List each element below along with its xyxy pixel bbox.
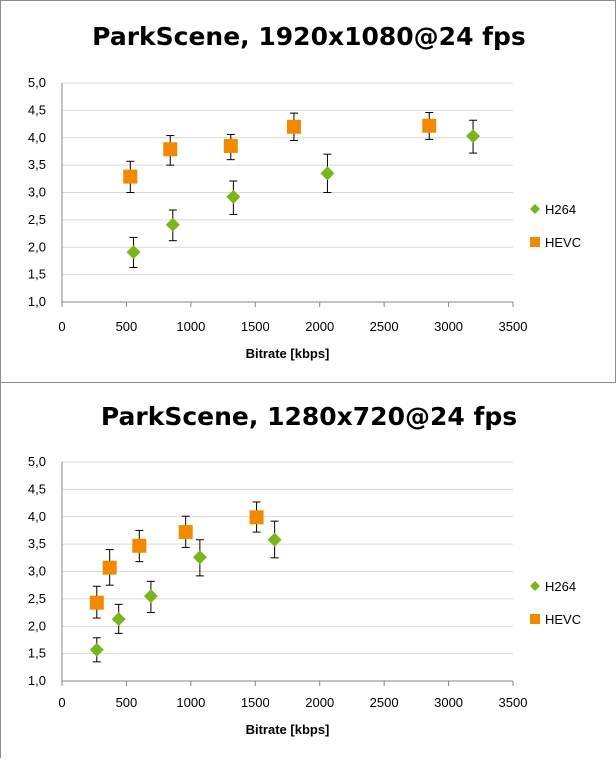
y-tick-label: 3,5 <box>28 157 46 172</box>
x-tick-label: 2500 <box>370 319 399 334</box>
data-point-h264 <box>466 129 481 144</box>
x-tick-label: 1000 <box>176 319 205 334</box>
legend-label: H264 <box>545 202 576 217</box>
y-tick-label: 2,5 <box>28 591 46 606</box>
y-tick-label: 1,0 <box>28 294 46 309</box>
y-tick-label: 1,0 <box>28 673 46 688</box>
x-tick-label: 0 <box>58 319 65 334</box>
x-axis-label: Bitrate [kbps] <box>246 346 330 361</box>
chart-panel-1080p: ParkScene, 1920x1080@24 fps 1,0 1,5 2,0 2,5 3… <box>0 0 616 382</box>
x-tick-label: 0 <box>58 695 65 710</box>
legend-marker-hevc <box>530 614 540 624</box>
data-point-h264 <box>165 217 180 232</box>
data-point-hevc <box>102 560 117 575</box>
y-tick-label: 3,0 <box>28 564 46 579</box>
x-tick-label: 2000 <box>305 695 334 710</box>
data-point-hevc <box>132 538 147 553</box>
x-tick-label: 3500 <box>499 319 528 334</box>
data-point-h264 <box>320 166 335 181</box>
x-tick-label: 2500 <box>370 695 399 710</box>
y-tick-label: 1,5 <box>28 646 46 661</box>
x-axis-label: Bitrate [kbps] <box>246 722 330 737</box>
legend-label: HEVC <box>545 235 581 250</box>
chart-1080p: ParkScene, 1920x1080@24 fps 1,0 1,5 2,0 2,5 3… <box>28 22 581 361</box>
x-tick-label: 500 <box>116 695 138 710</box>
data-point-hevc <box>163 142 178 157</box>
data-point-h264 <box>111 612 126 627</box>
data-point-h264 <box>126 245 141 260</box>
legend-marker-h264 <box>530 581 540 591</box>
data-point-h264 <box>89 642 104 657</box>
y-tick-label: 2,0 <box>28 239 46 254</box>
data-point-h264 <box>267 532 282 547</box>
y-tick-label: 3,0 <box>28 185 46 200</box>
x-tick-label: 3000 <box>434 319 463 334</box>
x-tick-label: 3000 <box>434 695 463 710</box>
x-tick-label: 3500 <box>499 695 528 710</box>
data-point-h264 <box>143 589 158 604</box>
x-tick-label: 2000 <box>305 319 334 334</box>
y-tick-label: 1,5 <box>28 267 46 282</box>
x-tick-label: 1500 <box>241 695 270 710</box>
y-tick-label: 5,0 <box>28 75 46 90</box>
y-tick-label: 4,0 <box>28 130 46 145</box>
data-point-hevc <box>249 510 264 525</box>
data-point-hevc <box>178 525 193 540</box>
legend-marker-hevc <box>530 237 540 247</box>
chart-title: ParkScene, 1280x720@24 fps <box>101 402 517 431</box>
legend-label: HEVC <box>545 612 581 627</box>
x-tick-label: 500 <box>116 319 138 334</box>
y-tick-label: 4,5 <box>28 102 46 117</box>
y-tick-label: 4,0 <box>28 509 46 524</box>
y-tick-label: 4,5 <box>28 481 46 496</box>
legend-marker-h264 <box>530 204 540 214</box>
x-tick-label: 1000 <box>176 695 205 710</box>
y-tick-label: 2,0 <box>28 618 46 633</box>
data-point-hevc <box>422 118 437 133</box>
data-point-h264 <box>192 550 207 565</box>
chart-720p: ParkScene, 1280x720@24 fps 1,0 1,5 2,0 2,5 3,… <box>28 402 581 737</box>
chart-panel-720p: ParkScene, 1280x720@24 fps 1,0 1,5 2,0 2,5 3,… <box>0 382 616 758</box>
data-point-hevc <box>89 595 104 610</box>
y-tick-label: 5,0 <box>28 454 46 469</box>
legend-label: H264 <box>545 579 576 594</box>
chart-title: ParkScene, 1920x1080@24 fps <box>92 22 526 51</box>
data-point-hevc <box>223 138 238 153</box>
x-tick-label: 1500 <box>241 319 270 334</box>
data-point-hevc <box>286 119 301 134</box>
y-tick-label: 3,5 <box>28 536 46 551</box>
data-point-h264 <box>226 189 241 204</box>
y-tick-label: 2,5 <box>28 212 46 227</box>
data-point-hevc <box>123 169 138 184</box>
